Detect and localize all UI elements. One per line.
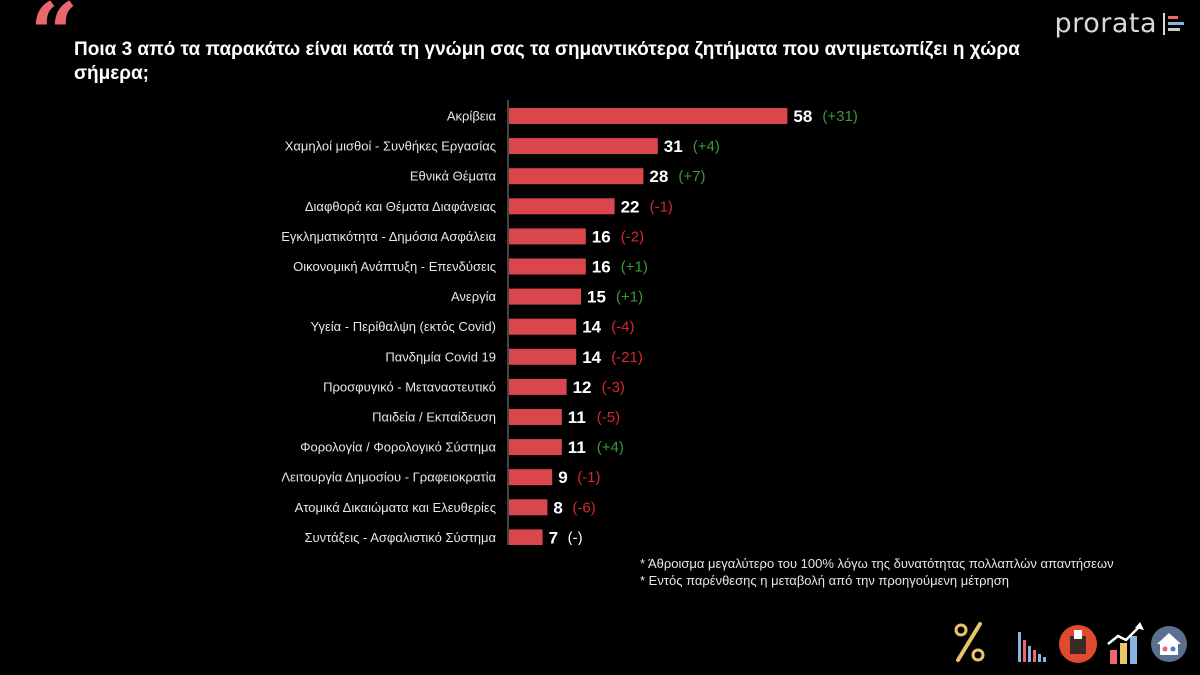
bar-value-label: 11 <box>568 408 586 427</box>
bar <box>509 288 581 305</box>
bar-value-label: 11 <box>568 438 586 457</box>
bar <box>509 318 577 335</box>
bar-value-label: 12 <box>573 378 592 397</box>
category-label: Οικονομική Ανάπτυξη - Επενδύσεις <box>293 259 496 274</box>
category-label: Ατομικά Δικαιώματα και Ελευθερίες <box>295 500 496 515</box>
bar-value-label: 16 <box>592 258 611 277</box>
change-label: (+1) <box>616 289 643 306</box>
bar <box>509 198 615 215</box>
category-label: Ακρίβεια <box>447 109 497 124</box>
bar <box>509 348 577 365</box>
change-label: (-3) <box>602 379 625 396</box>
change-label: (+7) <box>678 168 705 185</box>
change-label: (-21) <box>611 349 643 366</box>
bar <box>509 108 788 124</box>
bar <box>509 409 562 425</box>
bar <box>509 138 658 155</box>
bar <box>509 168 644 185</box>
category-label: Παιδεία / Εκπαίδευση <box>372 410 496 425</box>
change-label: (+4) <box>693 138 720 155</box>
category-label: Υγεία - Περίθαλψη (εκτός Covid) <box>310 319 496 334</box>
bar-chart: Ακρίβεια 58 (+31) Χαμηλοί μισθοί - Συνθήκες… <box>281 100 858 545</box>
category-label: Ανεργία <box>451 289 497 304</box>
category-label: Εγκληματικότητα - Δημόσια Ασφάλεια <box>281 229 496 244</box>
house-people-icon <box>1151 626 1187 662</box>
change-label: (-6) <box>572 499 595 516</box>
bar-value-label: 28 <box>649 167 668 186</box>
category-label: Λειτουργία Δημοσίου - Γραφειοκρατία <box>281 470 496 485</box>
change-label: (+1) <box>621 259 648 276</box>
footnotes: * Άθροισμα μεγαλύτερο του 100% λόγω της … <box>640 555 1114 589</box>
bar-value-label: 15 <box>587 288 606 307</box>
category-label: Πανδημία Covid 19 <box>385 349 496 364</box>
chart-title: Ποια 3 από τα παρακάτω είναι κατά τη γνώ… <box>74 39 1020 84</box>
brand-logo: prorata <box>1055 8 1184 39</box>
category-label: Προσφυγικό - Μεταναστευτικό <box>323 379 496 394</box>
ballot-box-icon <box>1059 625 1097 663</box>
change-label: (-) <box>568 529 583 545</box>
percent-icon <box>954 622 985 662</box>
bar <box>509 378 567 395</box>
bar-value-label: 16 <box>592 227 611 246</box>
bar <box>509 258 586 275</box>
bar-value-label: 14 <box>582 318 601 337</box>
footnote-change-note: * Εντός παρένθεσης η μεταβολή από την πρ… <box>640 573 1010 588</box>
category-label: Χαμηλοί μισθοί - Συνθήκες Εργασίας <box>285 139 496 154</box>
bar-value-label: 9 <box>558 468 567 487</box>
logo-text: prorata <box>1054 8 1157 39</box>
bar <box>509 439 562 456</box>
bar <box>509 529 543 545</box>
bar-value-label: 22 <box>621 197 640 216</box>
bar-chart-icon <box>1018 632 1046 662</box>
category-label: Συντάξεις - Ασφαλιστικό Σύστημα <box>304 530 496 545</box>
footnote-multiple-answers: * Άθροισμα μεγαλύτερο του 100% λόγω της … <box>640 556 1114 571</box>
quote-mark-icon: “ <box>30 0 79 83</box>
logo-bars-icon <box>1163 12 1184 35</box>
footer-icons <box>954 622 1187 664</box>
trend-up-icon <box>1107 622 1144 664</box>
change-label: (-4) <box>611 319 634 336</box>
category-label: Φορολογία / Φορολογικό Σύστημα <box>300 440 496 455</box>
change-label: (-5) <box>597 409 620 426</box>
bar-value-label: 14 <box>582 348 601 367</box>
bar <box>509 228 586 245</box>
bar <box>509 469 553 486</box>
change-label: (+31) <box>822 108 857 125</box>
bar <box>509 499 548 516</box>
category-label: Διαφθορά και Θέματα Διαφάνειας <box>305 199 496 214</box>
change-label: (+4) <box>597 439 624 456</box>
bar-value-label: 8 <box>553 498 562 517</box>
change-label: (-1) <box>650 198 673 215</box>
change-label: (-1) <box>577 469 600 486</box>
bar-value-label: 58 <box>793 107 812 126</box>
bar-value-label: 31 <box>664 137 683 156</box>
bar-value-label: 7 <box>549 528 558 545</box>
category-label: Εθνικά Θέματα <box>410 169 497 184</box>
change-label: (-2) <box>621 228 644 245</box>
